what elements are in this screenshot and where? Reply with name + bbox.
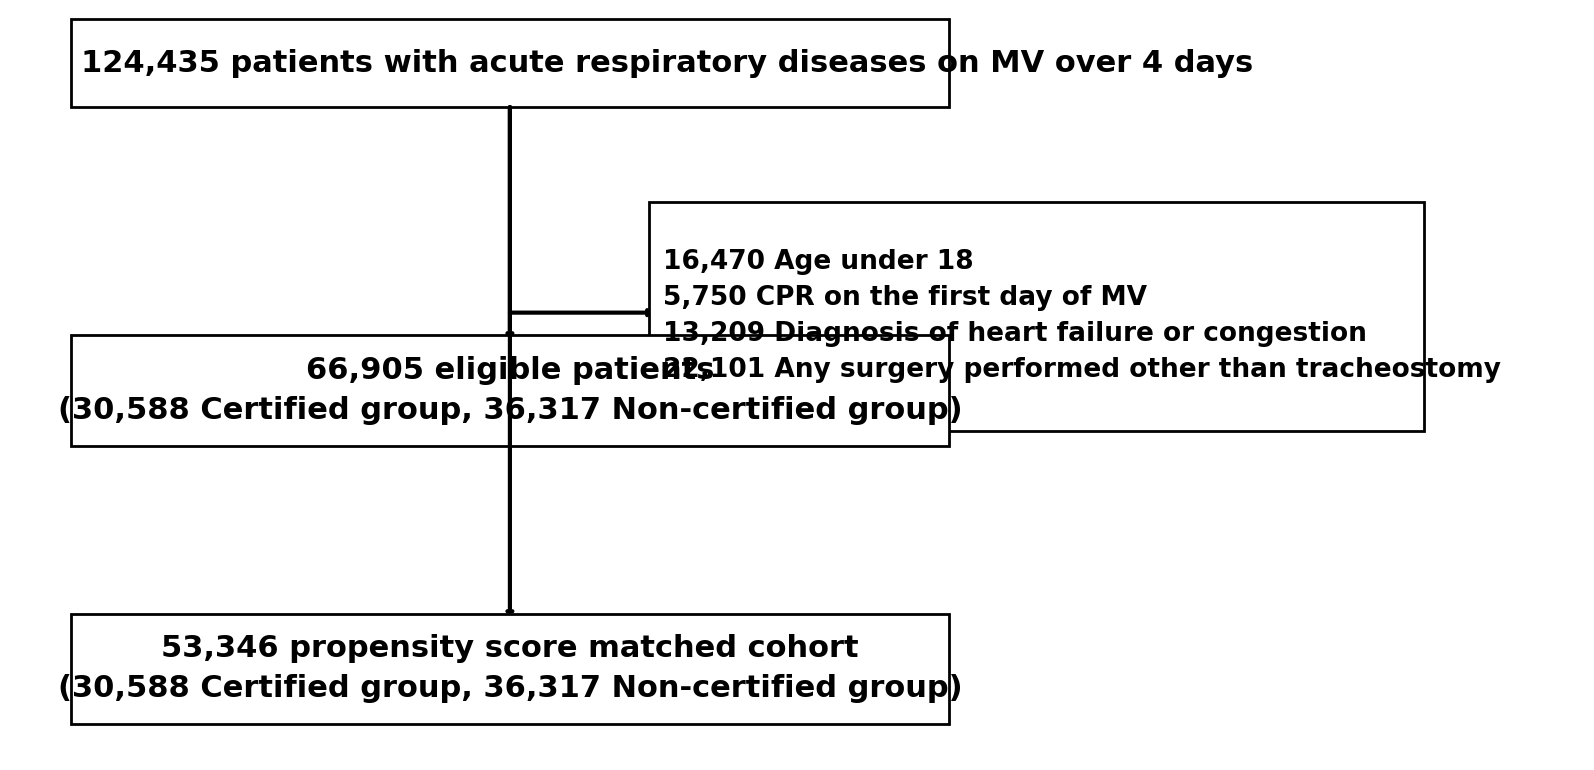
FancyBboxPatch shape — [70, 614, 950, 724]
FancyBboxPatch shape — [70, 19, 950, 107]
FancyBboxPatch shape — [649, 203, 1423, 430]
FancyBboxPatch shape — [70, 336, 950, 446]
Text: 124,435 patients with acute respiratory diseases on MV over 4 days: 124,435 patients with acute respiratory … — [81, 49, 1253, 78]
Text: 53,346 propensity score matched cohort
(30,588 Certified group, 36,317 Non-certi: 53,346 propensity score matched cohort (… — [57, 634, 963, 704]
Text: 66,905 eligible patients
(30,588 Certified group, 36,317 Non-certified group): 66,905 eligible patients (30,588 Certifi… — [57, 356, 963, 426]
Text: 16,470 Age under 18
5,750 CPR on the first day of MV
13,209 Diagnosis of heart f: 16,470 Age under 18 5,750 CPR on the fir… — [663, 249, 1502, 383]
